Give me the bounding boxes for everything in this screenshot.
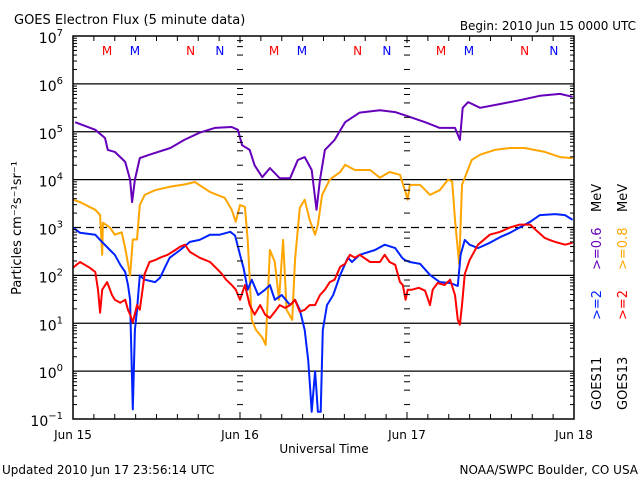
midnight-marker: M (130, 44, 140, 58)
legend-goes13-sat: GOES13 (616, 357, 631, 410)
credit-label: NOAA/SWPC Boulder, CO USA (460, 463, 639, 477)
series-goes11-0-6-mev (74, 92, 573, 211)
x-tick-label: Jun 17 (387, 428, 426, 442)
begin-label: Begin: 2010 Jun 15 0000 UTC (460, 19, 636, 33)
chart-title: GOES Electron Flux (5 minute data) (14, 13, 245, 28)
series-goes13-0-8-mev (72, 147, 573, 346)
series-goes13-2-mev (72, 223, 573, 326)
y-tick-label: 104 (39, 172, 63, 191)
x-tick-label: Jun 16 (220, 428, 259, 442)
y-tick-label: 10−1 (30, 411, 63, 430)
legend-goes11-sat: GOES11 (590, 357, 605, 410)
y-tick-label: 106 (39, 76, 63, 95)
series-group (72, 92, 574, 413)
legend-goes13-low: >=2 (616, 290, 631, 320)
y-tick-label: 101 (39, 315, 63, 334)
midnight-marker: M (297, 44, 307, 58)
noon-marker: N (215, 44, 224, 58)
series-goes11-2-mev (72, 213, 574, 413)
legend-goes13: GOES13 >=2 >=0.8 MeV (616, 184, 631, 410)
noon-marker: N (549, 44, 558, 58)
y-tick-label: 105 (39, 124, 63, 143)
y-tick-label: 102 (39, 267, 63, 286)
noon-marker: N (353, 44, 362, 58)
updated-timestamp: Updated 2010 Jun 17 23:56:14 UTC (2, 463, 214, 477)
midnight-marker: M (102, 44, 112, 58)
noon-marker: N (186, 44, 195, 58)
x-tick-label: Jun 15 (53, 428, 92, 442)
legend-goes11-low: >=2 (590, 290, 605, 320)
legend-goes11: GOES11 >=2 >=0.6 MeV (590, 184, 605, 410)
y-axis-label: Particles cm⁻²s⁻¹sr⁻¹ (10, 161, 25, 295)
legend-goes11-unit: MeV (590, 184, 605, 212)
y-tick-label: 103 (39, 220, 63, 239)
x-axis-label: Universal Time (279, 442, 368, 456)
legend-goes13-unit: MeV (616, 184, 631, 212)
midnight-marker: M (436, 44, 446, 58)
plot-frame (72, 35, 575, 420)
y-tick-label: 100 (39, 363, 63, 382)
midnight-marker: M (269, 44, 279, 58)
noon-marker: N (382, 44, 391, 58)
midnight-marker: M (464, 44, 474, 58)
legend-goes13-high: >=0.8 (616, 228, 631, 270)
legend-goes11-high: >=0.6 (590, 228, 605, 270)
x-tick-label: Jun 18 (554, 428, 593, 442)
noon-marker: N (520, 44, 529, 58)
y-tick-label: 107 (39, 28, 63, 47)
